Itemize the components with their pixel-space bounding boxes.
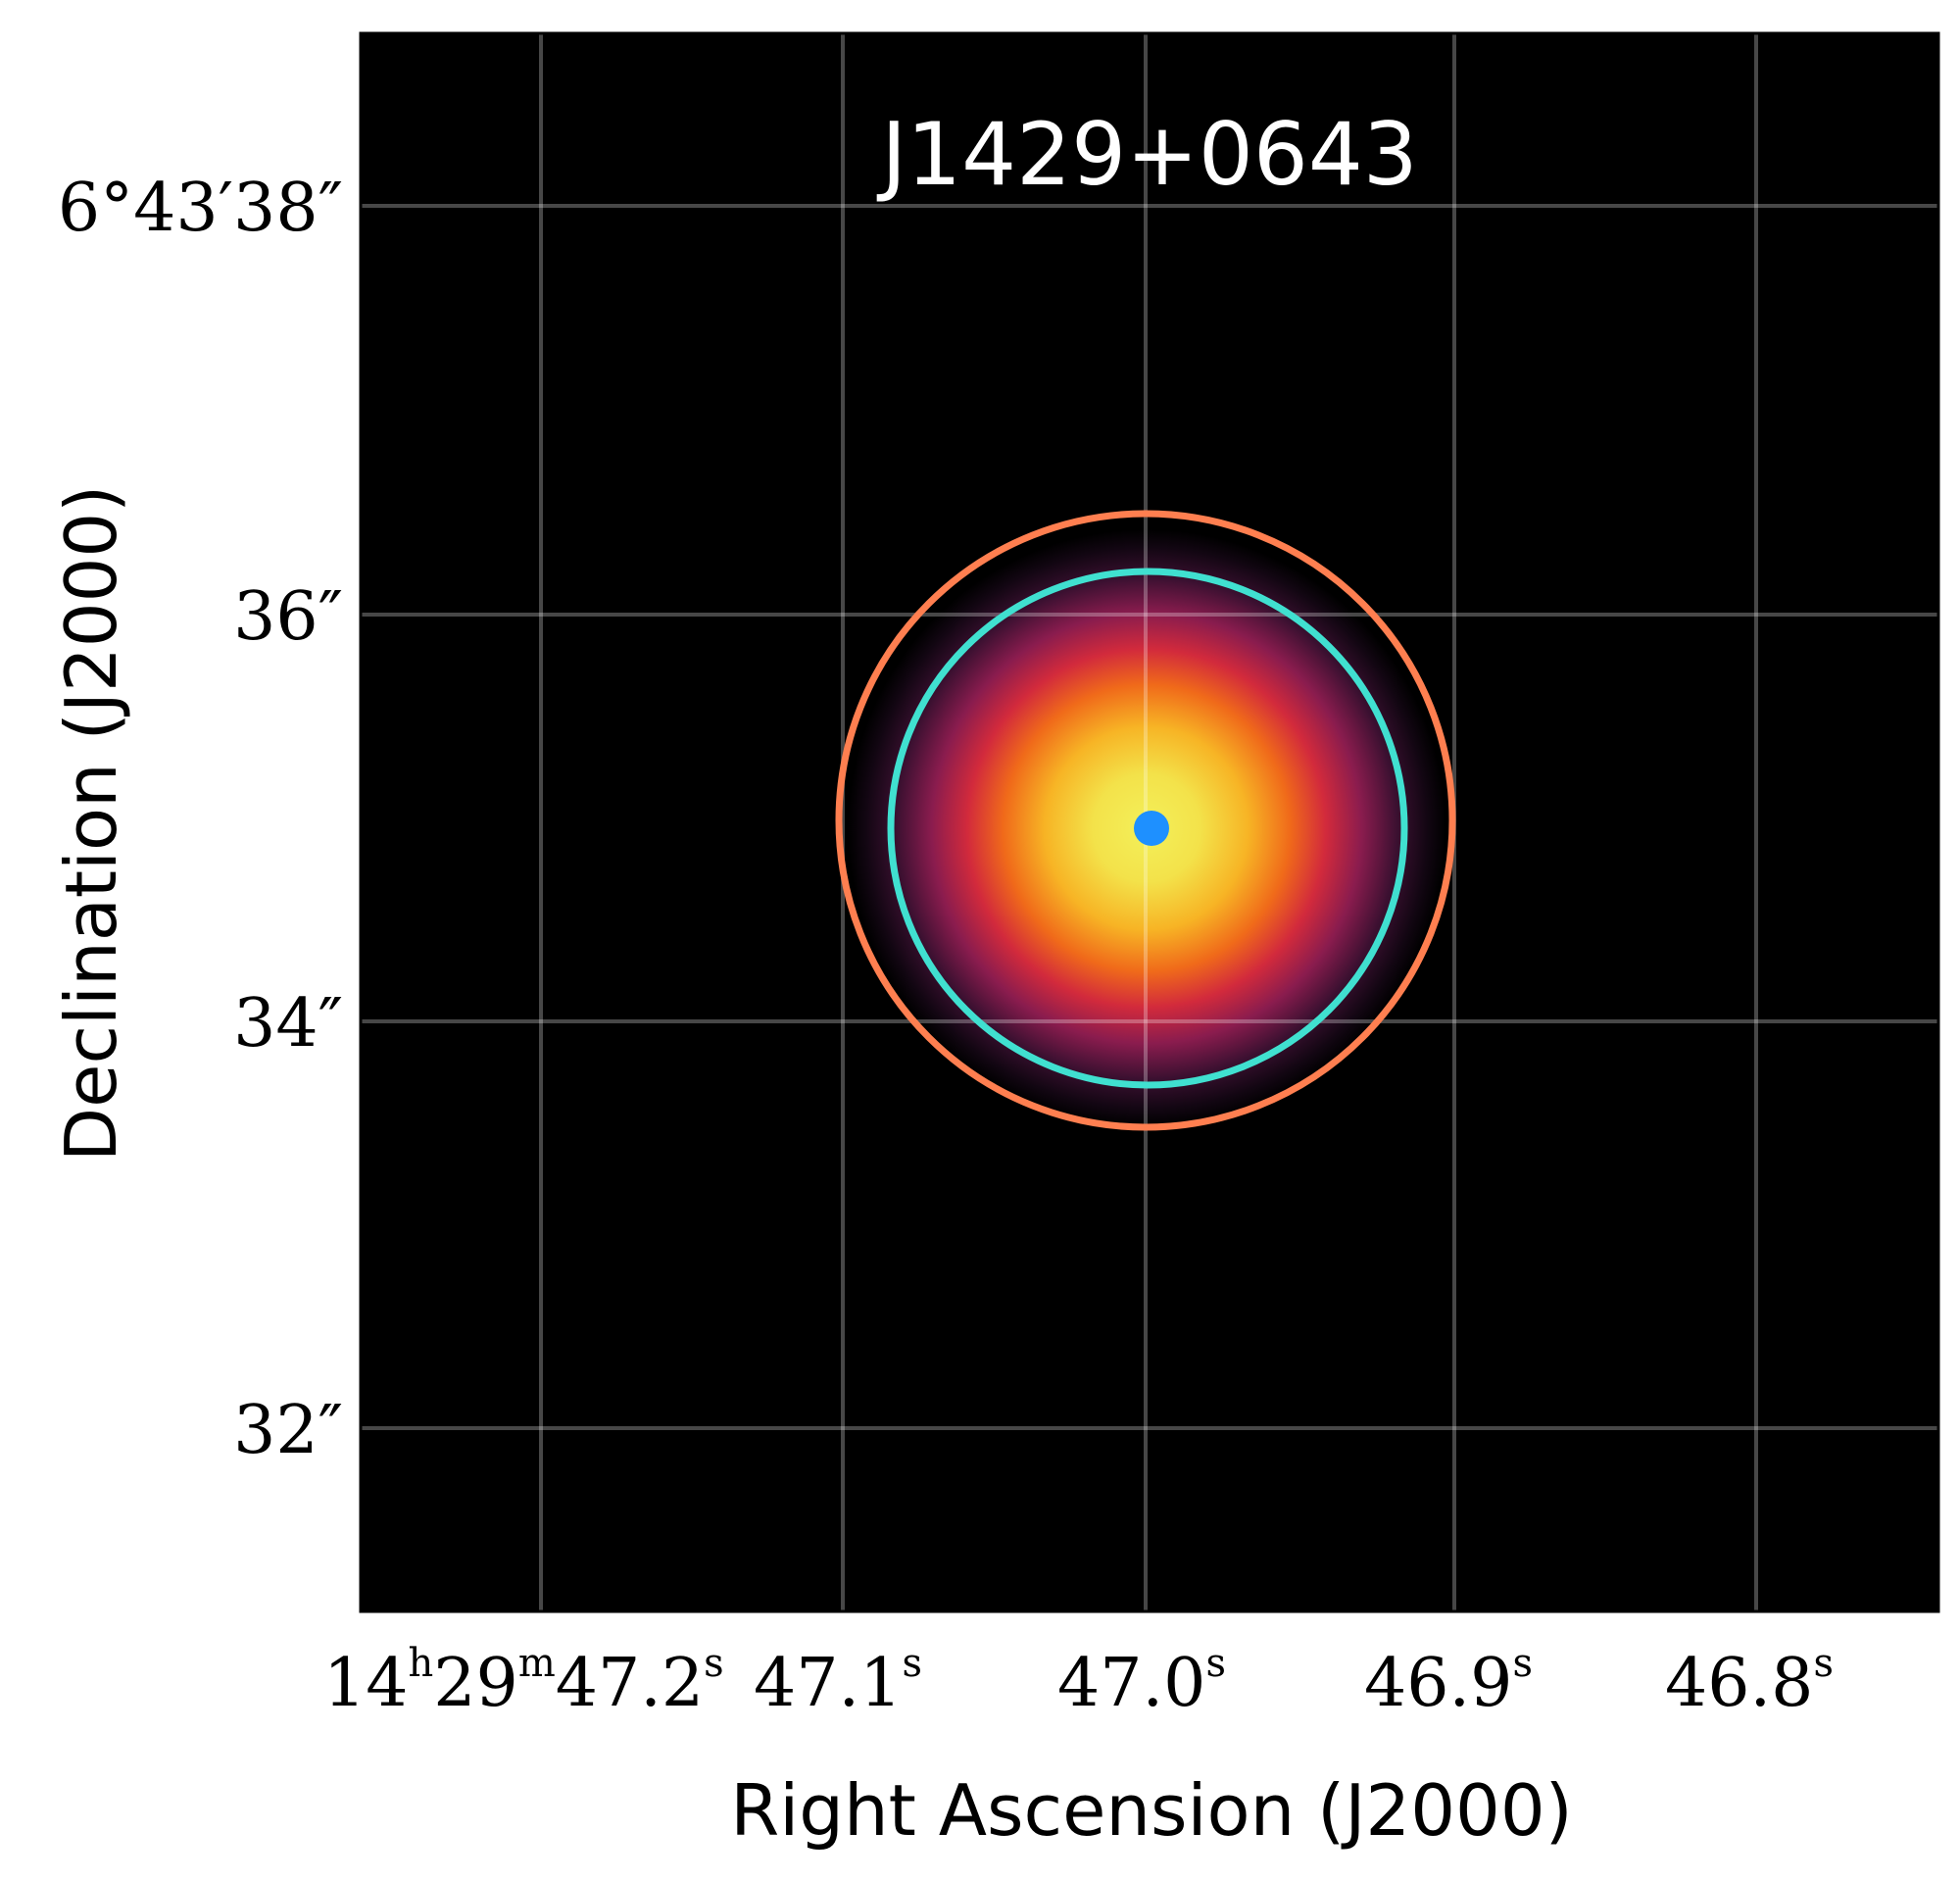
y-tick-label: 34″	[233, 985, 343, 1063]
coordinate-grid	[361, 33, 1938, 1611]
y-axis-label: Declination (J2000)	[50, 485, 132, 1163]
inner-aperture-circle	[887, 568, 1408, 1089]
plot-title: J1429+0643	[876, 104, 1418, 205]
y-tick-label: 6°43′38″	[58, 170, 343, 247]
x-tick-label: 46.8s	[1665, 1641, 1834, 1722]
image-border	[359, 31, 1940, 1613]
x-axis-label: Right Ascension (J2000)	[730, 1769, 1573, 1852]
outer-aperture-circle	[835, 510, 1456, 1131]
x-tick-label: 14h29m47.2s	[323, 1641, 724, 1722]
center-marker	[1134, 811, 1169, 846]
y-tick-label: 36″	[233, 578, 343, 656]
x-tick-label: 47.1s	[754, 1641, 922, 1722]
x-tick-label: 47.0s	[1057, 1641, 1226, 1722]
x-tick-label: 46.9s	[1364, 1641, 1533, 1722]
y-tick-label: 32″	[233, 1392, 343, 1469]
